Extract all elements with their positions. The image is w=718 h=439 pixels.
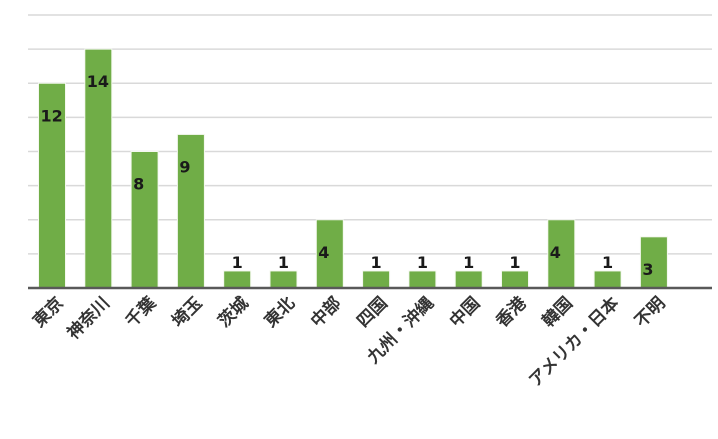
category-label: 東京 (29, 293, 68, 332)
category-label: 中国 (445, 293, 484, 332)
data-label: 1 (371, 253, 382, 272)
category-label: 千葉 (121, 292, 161, 332)
data-label: 4 (550, 243, 561, 262)
bar (269, 270, 298, 289)
bar (223, 270, 252, 289)
category-label: 不明 (631, 293, 669, 331)
data-label: 1 (232, 253, 243, 272)
data-label: 14 (87, 72, 109, 91)
data-label: 1 (509, 253, 520, 272)
bar (176, 133, 205, 289)
bar (130, 151, 159, 289)
bar (408, 270, 437, 289)
bar (547, 219, 576, 289)
bar (454, 270, 483, 289)
category-label: 東北 (260, 293, 299, 332)
data-label: 9 (179, 157, 190, 176)
category-label: 香港 (492, 292, 532, 332)
data-label: 1 (417, 253, 428, 272)
data-label: 12 (41, 106, 63, 125)
category-label: 埼玉 (168, 293, 207, 332)
data-label: 1 (602, 253, 613, 272)
bar (639, 236, 668, 289)
data-label: 1 (463, 253, 474, 272)
category-label: 中部 (306, 293, 345, 332)
bar (593, 270, 622, 289)
data-label: 4 (318, 243, 329, 262)
bars (38, 48, 668, 289)
bar (362, 270, 391, 289)
bar (38, 82, 66, 289)
category-label: 韓国 (538, 293, 577, 332)
category-label: 神奈川 (63, 293, 114, 344)
category-label: 茨城 (214, 293, 253, 332)
category-label: 四国 (353, 293, 391, 331)
bar (501, 270, 529, 289)
data-label: 8 (133, 175, 144, 194)
data-label: 3 (642, 260, 653, 279)
data-label: 1 (278, 253, 289, 272)
bar (315, 219, 344, 289)
